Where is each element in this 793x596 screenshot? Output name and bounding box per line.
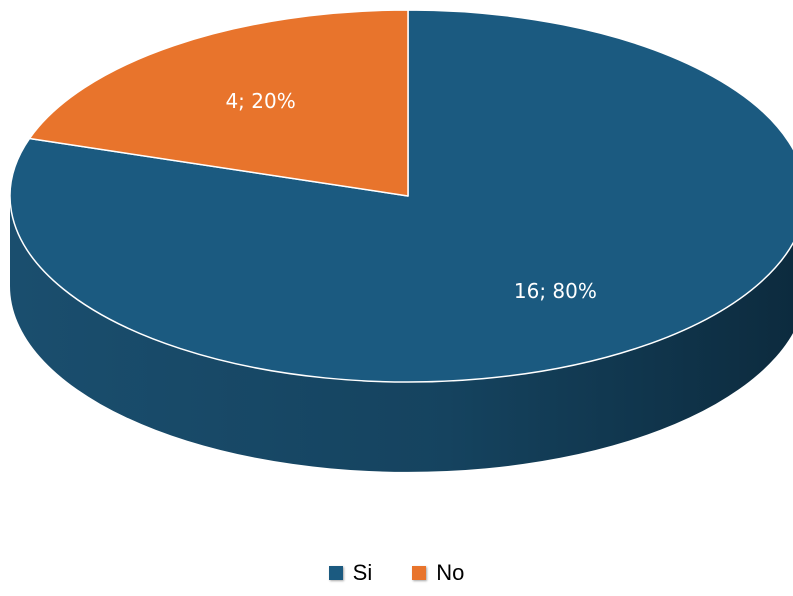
pie-side-si [10, 196, 793, 472]
legend-item-si[interactable]: Si [328, 560, 373, 586]
legend: Si No [0, 560, 793, 586]
pie-slice-no[interactable] [28, 9, 409, 197]
legend-label-si: Si [352, 560, 373, 585]
legend-label-no: No [436, 560, 465, 585]
legend-swatch-no [412, 566, 427, 580]
data-label-si: 16; 80% [514, 279, 597, 303]
pie-chart-svg: 16; 80% 4; 20% [9, 9, 793, 472]
pie-side-wall [10, 196, 793, 472]
pie-slice-si[interactable] [9, 9, 793, 383]
legend-item-no[interactable]: No [412, 560, 464, 586]
pie-top-face [9, 9, 793, 383]
legend-swatch-si [328, 566, 343, 580]
pie-data-labels: 16; 80% 4; 20% [225, 89, 596, 303]
data-label-no: 4; 20% [225, 89, 295, 113]
